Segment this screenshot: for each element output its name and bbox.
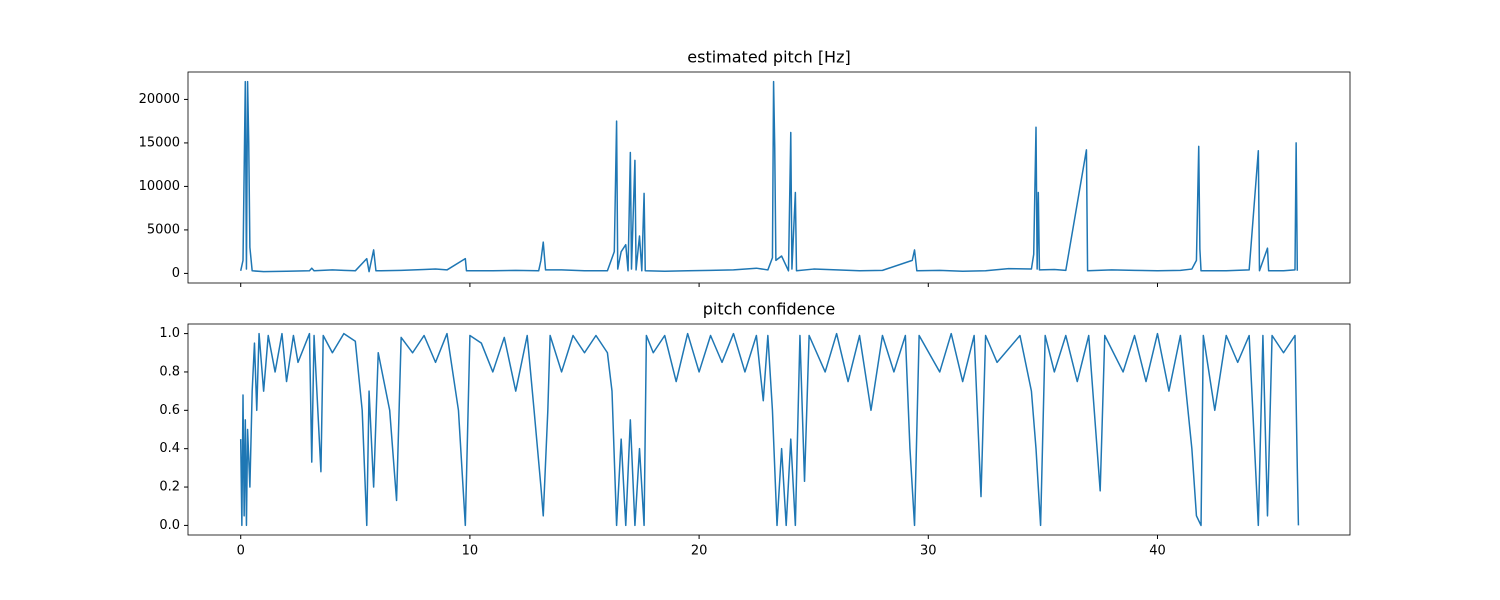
y-tick-label: 15000 — [139, 135, 180, 150]
axes-frame — [187, 323, 1351, 536]
x-tick-label: 10 — [462, 544, 479, 559]
x-tick-label: 0 — [237, 544, 245, 559]
y-tick-label: 0 — [172, 266, 180, 281]
y-tick-label: 5000 — [147, 222, 180, 237]
y-tick-label: 0.4 — [159, 441, 180, 456]
chart-title: estimated pitch [Hz] — [687, 48, 850, 67]
axes-frame — [187, 71, 1351, 284]
y-tick-label: 0.8 — [159, 364, 180, 379]
chart-title: pitch confidence — [703, 300, 835, 319]
y-tick-label: 1.0 — [159, 326, 180, 341]
x-tick-label: 30 — [920, 544, 937, 559]
y-tick-label: 0.2 — [159, 480, 180, 495]
y-tick-label: 0.0 — [159, 518, 180, 533]
y-tick-label: 10000 — [139, 179, 180, 194]
line-series — [239, 332, 1300, 527]
line-series — [239, 80, 1299, 273]
y-tick-label: 20000 — [139, 92, 180, 107]
x-tick-label: 20 — [691, 544, 708, 559]
y-tick-label: 0.6 — [159, 403, 180, 418]
x-tick-label: 40 — [1149, 544, 1166, 559]
